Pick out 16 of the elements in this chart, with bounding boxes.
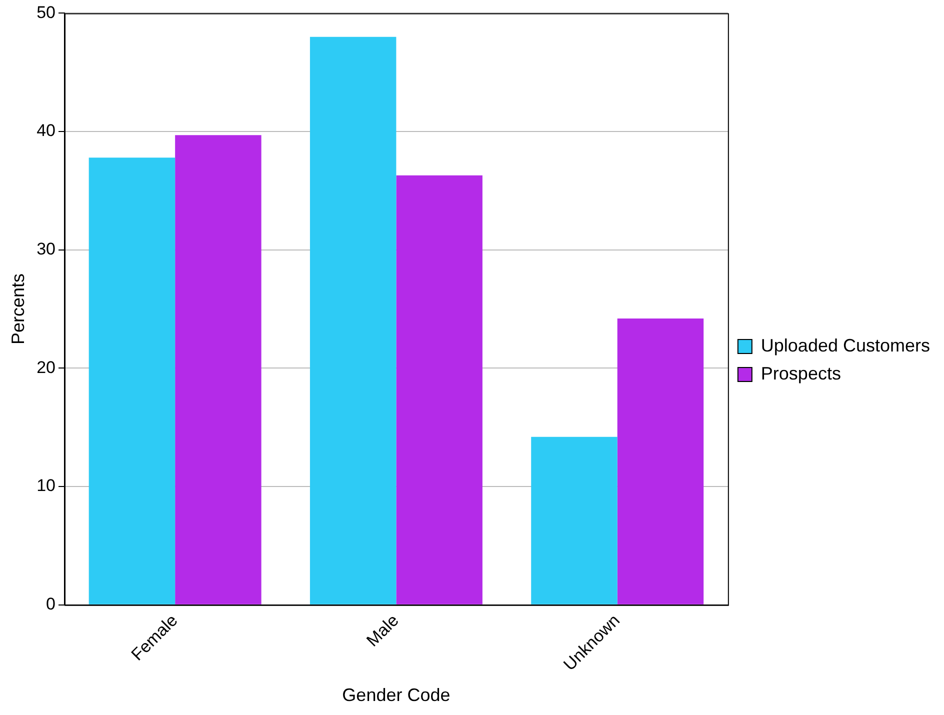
x-axis-title: Gender Code	[342, 685, 450, 706]
y-tick-label: 20	[36, 358, 56, 377]
bar	[396, 175, 482, 604]
bar	[531, 436, 618, 604]
legend-label: Prospects	[760, 363, 841, 384]
y-tick-label: 30	[36, 240, 56, 259]
y-axis-title: Percents	[8, 274, 28, 345]
y-tick-label: 10	[36, 476, 56, 496]
bar	[88, 158, 176, 604]
bar	[175, 135, 262, 604]
y-tick-label: 0	[46, 594, 56, 614]
y-tick-label: 50	[36, 2, 56, 22]
bar	[310, 36, 396, 604]
y-tick-label: 40	[36, 121, 56, 140]
legend-label: Uploaded Customers	[760, 335, 930, 356]
bar	[617, 318, 704, 604]
